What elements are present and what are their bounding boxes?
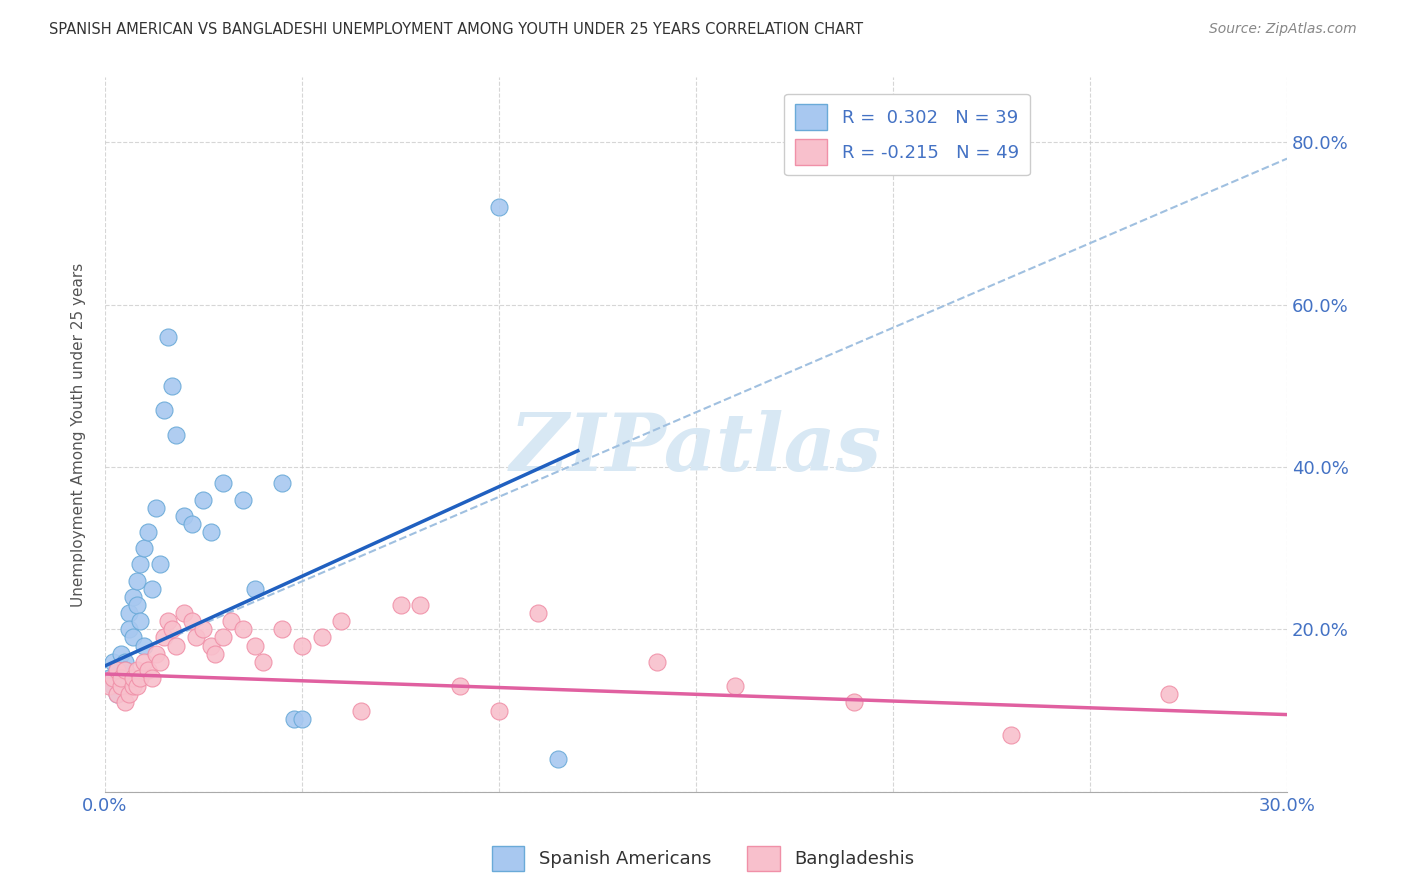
Point bbox=[121, 679, 143, 693]
Point bbox=[180, 614, 202, 628]
Point bbox=[204, 647, 226, 661]
Point bbox=[121, 590, 143, 604]
Y-axis label: Unemployment Among Youth under 25 years: Unemployment Among Youth under 25 years bbox=[72, 262, 86, 607]
Point bbox=[157, 330, 180, 344]
Point bbox=[129, 614, 152, 628]
Point bbox=[101, 655, 124, 669]
Legend: Spanish Americans, Bangladeshis: Spanish Americans, Bangladeshis bbox=[485, 838, 921, 879]
Text: ZIPatlas: ZIPatlas bbox=[510, 410, 882, 488]
Point bbox=[527, 606, 550, 620]
Point bbox=[219, 614, 242, 628]
Point bbox=[232, 492, 254, 507]
Point bbox=[291, 639, 314, 653]
Point bbox=[105, 663, 128, 677]
Point bbox=[200, 639, 222, 653]
Point bbox=[645, 655, 668, 669]
Point bbox=[193, 623, 215, 637]
Point bbox=[488, 704, 510, 718]
Point bbox=[160, 623, 183, 637]
Point bbox=[117, 623, 139, 637]
Point bbox=[212, 476, 235, 491]
Point bbox=[283, 712, 305, 726]
Point bbox=[1000, 728, 1022, 742]
Point bbox=[153, 631, 176, 645]
Point bbox=[125, 574, 148, 588]
Point bbox=[138, 524, 160, 539]
Point bbox=[184, 631, 207, 645]
Point bbox=[232, 623, 254, 637]
Point bbox=[134, 541, 156, 556]
Point bbox=[243, 582, 266, 596]
Point bbox=[97, 679, 120, 693]
Point bbox=[114, 695, 136, 709]
Point bbox=[117, 687, 139, 701]
Point bbox=[165, 427, 187, 442]
Point bbox=[252, 655, 274, 669]
Point bbox=[105, 687, 128, 701]
Point bbox=[212, 631, 235, 645]
Point bbox=[449, 679, 471, 693]
Point bbox=[193, 492, 215, 507]
Point bbox=[271, 476, 294, 491]
Point bbox=[311, 631, 333, 645]
Point bbox=[145, 647, 167, 661]
Point bbox=[141, 671, 163, 685]
Point bbox=[110, 647, 132, 661]
Text: SPANISH AMERICAN VS BANGLADESHI UNEMPLOYMENT AMONG YOUTH UNDER 25 YEARS CORRELAT: SPANISH AMERICAN VS BANGLADESHI UNEMPLOY… bbox=[49, 22, 863, 37]
Point bbox=[409, 598, 432, 612]
Point bbox=[160, 379, 183, 393]
Point bbox=[165, 639, 187, 653]
Point bbox=[141, 582, 163, 596]
Point bbox=[1157, 687, 1180, 701]
Point bbox=[121, 671, 143, 685]
Point bbox=[125, 663, 148, 677]
Point bbox=[117, 606, 139, 620]
Point bbox=[138, 663, 160, 677]
Point bbox=[114, 663, 136, 677]
Point bbox=[243, 639, 266, 653]
Point bbox=[101, 671, 124, 685]
Point bbox=[200, 524, 222, 539]
Point bbox=[173, 606, 195, 620]
Point bbox=[105, 663, 128, 677]
Point bbox=[350, 704, 373, 718]
Point bbox=[110, 671, 132, 685]
Point bbox=[121, 631, 143, 645]
Point bbox=[129, 558, 152, 572]
Point bbox=[547, 752, 569, 766]
Point bbox=[173, 508, 195, 523]
Point bbox=[125, 679, 148, 693]
Point bbox=[842, 695, 865, 709]
Point bbox=[110, 679, 132, 693]
Point bbox=[180, 516, 202, 531]
Point bbox=[114, 655, 136, 669]
Point bbox=[129, 671, 152, 685]
Point bbox=[724, 679, 747, 693]
Point bbox=[134, 639, 156, 653]
Point bbox=[101, 679, 124, 693]
Point bbox=[330, 614, 353, 628]
Point bbox=[110, 671, 132, 685]
Point bbox=[134, 655, 156, 669]
Point bbox=[149, 558, 172, 572]
Point bbox=[145, 500, 167, 515]
Legend: R =  0.302   N = 39, R = -0.215   N = 49: R = 0.302 N = 39, R = -0.215 N = 49 bbox=[785, 94, 1029, 176]
Point bbox=[114, 663, 136, 677]
Point bbox=[149, 655, 172, 669]
Point bbox=[488, 200, 510, 214]
Point bbox=[125, 598, 148, 612]
Point bbox=[97, 671, 120, 685]
Point bbox=[105, 687, 128, 701]
Point bbox=[271, 623, 294, 637]
Point bbox=[153, 403, 176, 417]
Point bbox=[291, 712, 314, 726]
Point bbox=[157, 614, 180, 628]
Point bbox=[389, 598, 412, 612]
Text: Source: ZipAtlas.com: Source: ZipAtlas.com bbox=[1209, 22, 1357, 37]
